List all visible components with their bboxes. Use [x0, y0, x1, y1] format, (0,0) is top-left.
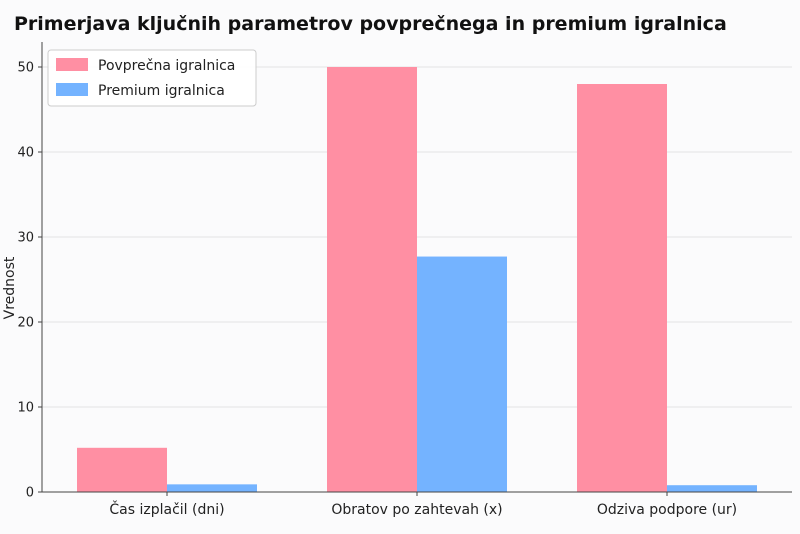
chart-title: Primerjava ključnih parametrov povprečne…	[14, 13, 727, 35]
bar-average-0	[77, 447, 167, 492]
x-ticks: Čas izplačil (dni) Obratov po zahtevah (x…	[109, 492, 737, 518]
bar-average-2	[577, 84, 667, 492]
y-tick-label: 50	[17, 61, 34, 76]
x-tick-label: Obratov po zahtevah (x)	[331, 502, 502, 518]
legend: Povprečna igralnica Premium igralnica	[47, 49, 257, 107]
y-ticks: 0 10 20 30 40 50	[17, 61, 42, 501]
bar-premium-2	[667, 485, 757, 492]
bars	[77, 67, 757, 492]
y-tick-label: 0	[26, 486, 34, 501]
bar-premium-0	[167, 484, 257, 492]
legend-label: Povprečna igralnica	[98, 58, 235, 74]
legend-box	[47, 49, 257, 107]
bar-average-1	[327, 67, 417, 492]
legend-swatch	[56, 83, 88, 96]
y-tick-label: 20	[17, 316, 34, 331]
legend-label: Premium igralnica	[98, 83, 225, 99]
y-tick-label: 40	[17, 146, 34, 161]
y-tick-label: 30	[17, 231, 34, 246]
y-axis-label: Vrednost	[2, 256, 18, 319]
y-tick-label: 10	[17, 401, 34, 416]
bar-premium-1	[417, 256, 507, 492]
legend-swatch	[56, 58, 88, 71]
x-tick-label: Čas izplačil (dni)	[109, 500, 224, 518]
x-tick-label: Odziva podpore (ur)	[597, 502, 737, 518]
